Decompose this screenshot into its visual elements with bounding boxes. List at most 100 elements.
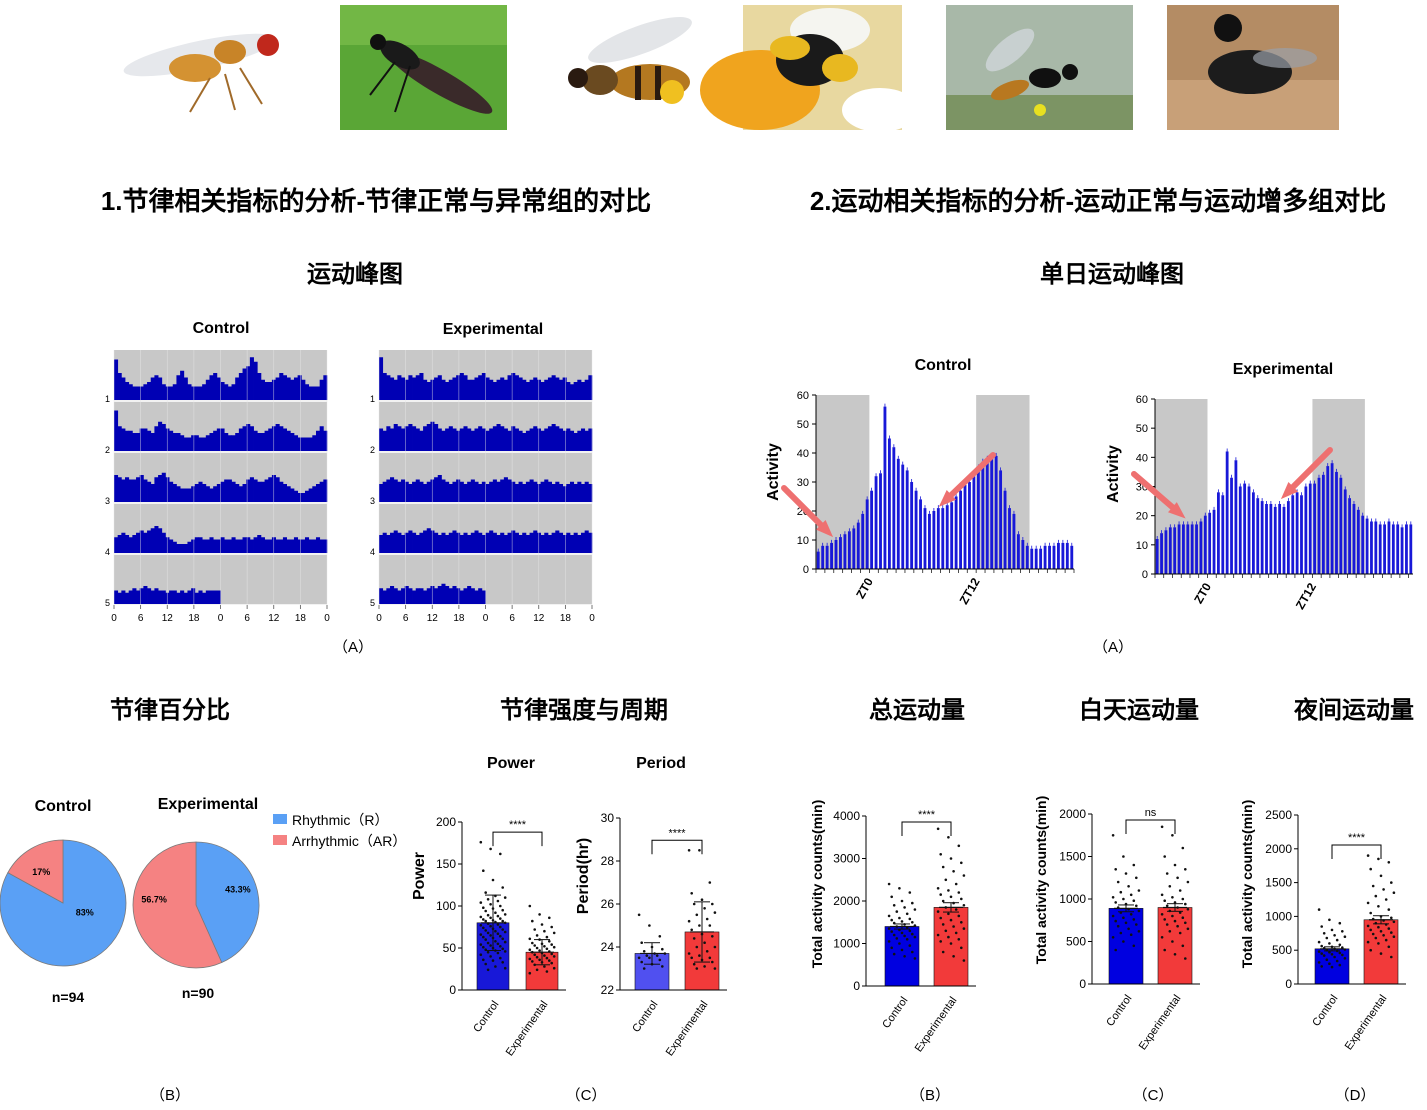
data-point <box>548 959 551 962</box>
activity-bar <box>1012 513 1016 569</box>
data-point <box>1317 950 1321 953</box>
y-tick-label: 2000 <box>1059 807 1086 821</box>
activity-bin <box>257 535 262 553</box>
activity-bin <box>249 357 254 400</box>
data-point <box>1165 923 1169 926</box>
activity-bin <box>540 430 545 451</box>
activity-bin <box>147 588 152 604</box>
pie-experimental-title: Experimental <box>158 796 258 813</box>
activity-bin <box>474 377 479 400</box>
activity-bin <box>379 588 384 604</box>
data-point <box>905 912 909 916</box>
activity-bar <box>1043 545 1047 569</box>
data-point <box>1160 913 1164 916</box>
data-point <box>1181 897 1185 901</box>
data-point <box>484 919 488 923</box>
annotation-arrowhead <box>816 520 834 538</box>
data-point <box>1369 867 1372 871</box>
activity-bin <box>139 475 144 502</box>
data-point <box>890 895 893 899</box>
activity-bar <box>1335 471 1338 574</box>
row-label: 5 <box>105 598 110 608</box>
data-point <box>1387 945 1391 949</box>
dark-phase-shade <box>976 395 1030 569</box>
y-tick-label: 500 <box>1272 943 1292 957</box>
data-point <box>947 836 950 839</box>
activity-bin <box>125 430 130 451</box>
activity-bin <box>323 479 328 502</box>
data-point <box>1171 834 1174 837</box>
activity-bin <box>393 530 398 553</box>
activity-bin <box>529 532 534 553</box>
activity-bin <box>470 430 475 451</box>
activity-bin <box>580 532 586 553</box>
data-point <box>690 956 693 960</box>
data-point <box>1111 936 1115 939</box>
activity-bin <box>238 539 243 553</box>
total-subtitle: 总运动量 <box>869 696 965 724</box>
activity-bar <box>1155 539 1159 574</box>
x-tick-label: 6 <box>244 613 250 624</box>
data-point <box>1186 907 1190 911</box>
activity-bin <box>445 382 450 400</box>
activity-bin <box>114 359 119 400</box>
parasitoid-wasp-photo <box>946 5 1133 130</box>
activity-bin <box>136 477 141 502</box>
activity-bin <box>514 484 519 502</box>
data-point <box>1111 896 1115 899</box>
activity-bin <box>198 437 203 451</box>
activity-bin <box>533 481 538 502</box>
activity-bin <box>139 386 144 400</box>
activity-bin <box>393 424 398 451</box>
activity-bar <box>985 458 989 569</box>
data-point <box>1119 931 1123 935</box>
activity-bin <box>191 386 196 400</box>
activity-bar <box>945 505 949 569</box>
data-point <box>1127 885 1130 888</box>
activity-bin <box>474 530 479 553</box>
data-point <box>1369 928 1372 932</box>
activity-bin <box>213 539 218 553</box>
data-point <box>962 874 966 877</box>
activity-bin <box>315 386 321 400</box>
pie-slice <box>132 841 223 969</box>
activity-bar <box>1361 515 1365 574</box>
activity-bin <box>386 535 391 553</box>
activity-bin <box>205 379 210 400</box>
y-tick-label: 0 <box>1142 569 1148 581</box>
data-point <box>543 945 546 948</box>
activity-bin <box>419 373 424 400</box>
data-point <box>479 840 483 844</box>
data-point <box>538 913 541 916</box>
activity-bin <box>183 592 188 604</box>
data-point <box>887 914 891 918</box>
activity-bar <box>1326 466 1330 574</box>
activity-bin <box>547 535 552 553</box>
activity-bin <box>132 588 137 604</box>
activity-bin <box>401 479 406 502</box>
activity-bin <box>514 428 519 451</box>
activity-bar <box>861 513 865 569</box>
data-point <box>1374 894 1378 898</box>
activity-bin <box>437 428 442 451</box>
activity-bin <box>507 532 512 553</box>
data-point <box>1168 885 1172 888</box>
activity-bin <box>238 428 243 451</box>
data-point <box>708 881 712 884</box>
activity-bin <box>511 481 516 502</box>
activity-bar <box>1308 483 1312 574</box>
activity-bin <box>121 377 126 400</box>
data-point <box>642 950 646 953</box>
activity-bar <box>981 461 985 569</box>
data-point <box>496 932 500 935</box>
activity-bin <box>467 586 472 604</box>
activity-bin <box>224 539 229 553</box>
activity-bar <box>1391 524 1395 574</box>
period-ylabel: Period(hr) <box>575 838 592 914</box>
data-point <box>1338 921 1342 925</box>
data-point <box>640 960 643 964</box>
data-point <box>1132 944 1136 948</box>
activity-bin <box>172 541 177 553</box>
data-point <box>501 908 505 912</box>
activity-bin <box>496 535 501 553</box>
